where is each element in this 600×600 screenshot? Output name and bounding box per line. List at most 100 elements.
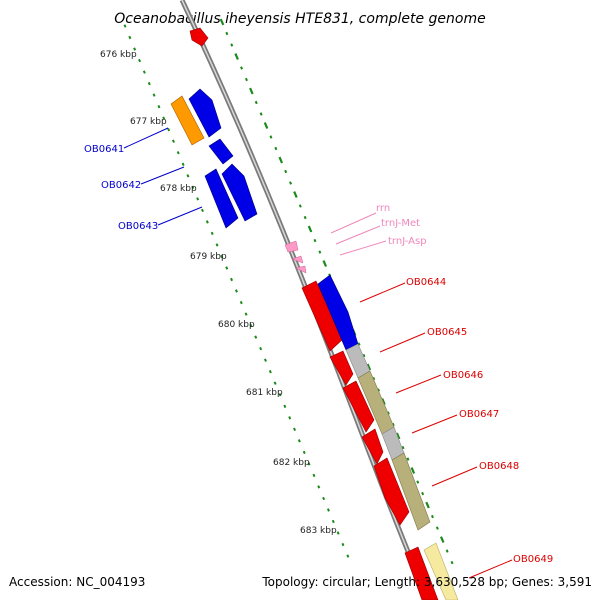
tick-mark (283, 404, 287, 408)
tick-mark (244, 77, 248, 82)
accession-text: Accession: NC_004193 (9, 575, 145, 589)
tick-mark (312, 473, 316, 478)
tick-mark (346, 554, 350, 558)
tick-mark (263, 358, 267, 362)
gene-label-ob0647[interactable]: OB0647 (459, 409, 499, 420)
tick-mark (410, 467, 416, 474)
tick-mark (219, 18, 225, 26)
gene-arrow[interactable] (404, 546, 439, 600)
gene-label-ob0641[interactable]: OB0641 (84, 144, 124, 155)
tick-label: 678 kbp (160, 184, 197, 194)
tick-label: 679 kbp (190, 252, 227, 262)
gene-arrow[interactable] (329, 350, 354, 386)
label-rrn[interactable]: rrn (376, 203, 390, 214)
tick-mark (297, 439, 301, 443)
tick-mark (401, 445, 405, 450)
tick-label: 677 kbp (130, 117, 167, 127)
tick-mark (430, 514, 434, 519)
tick-mark (210, 231, 214, 236)
gene-arrow[interactable] (170, 95, 205, 146)
tick-mark (142, 70, 146, 74)
gene-arrow[interactable] (189, 27, 209, 47)
gene-label-ob0649[interactable]: OB0649 (513, 554, 553, 565)
tick-mark (322, 260, 328, 267)
tick-label: 676 kbp (100, 50, 137, 60)
tick-mark (445, 549, 449, 553)
tick-mark (230, 277, 234, 282)
position-ruler: 676 kbp 677 kbp 678 kbp 679 kbp 680 kbp … (100, 50, 337, 536)
tick-mark (240, 66, 244, 70)
gene-label-ob0643[interactable]: OB0643 (118, 221, 158, 232)
gene-arrow[interactable] (391, 452, 431, 531)
tick-mark (230, 43, 234, 47)
tick-mark (254, 335, 258, 339)
tick-mark (196, 197, 200, 201)
tick-mark (341, 542, 345, 547)
tick-mark (317, 485, 321, 489)
tick-label: 683 kbp (300, 526, 337, 536)
tick-mark (268, 370, 272, 374)
tick-mark (273, 381, 277, 385)
tick-mark (450, 560, 454, 565)
tick-mark (381, 398, 386, 405)
genome-title: Oceanobacillus iheyensis HTE831, complet… (114, 11, 485, 27)
tick-mark (331, 519, 335, 524)
tick-mark (357, 342, 361, 346)
gene-arrow[interactable] (361, 428, 384, 465)
gene-label-ob0644[interactable]: OB0644 (406, 277, 446, 288)
tick-mark (336, 531, 340, 535)
gene-arrow[interactable] (317, 274, 359, 351)
tick-mark (278, 393, 282, 397)
tick-mark (201, 208, 204, 213)
rna-labels: rrn trnJ-Met trnJ-Asp (330, 203, 427, 256)
tick-mark (274, 146, 278, 151)
tick-mark (254, 100, 258, 105)
tick-label: 682 kbp (273, 458, 310, 468)
gene-arrow[interactable] (208, 138, 234, 165)
tick-mark (288, 416, 292, 420)
tick-mark (284, 169, 288, 174)
tick-mark (278, 156, 284, 164)
gene-label-ob0646[interactable]: OB0646 (443, 370, 483, 381)
gene-label-ob0642[interactable]: OB0642 (101, 180, 141, 191)
tick-mark (234, 53, 239, 60)
tick-mark (377, 388, 381, 392)
tick-mark (249, 87, 254, 95)
tick-mark (244, 312, 248, 316)
rna-feature[interactable] (295, 265, 307, 274)
tick-mark (215, 243, 219, 247)
right-gene-labels: OB0644 OB0645 OB0646 OB0647 OB0648 OB064… (359, 277, 553, 579)
tick-mark (318, 250, 322, 254)
tick-mark (162, 116, 166, 120)
tick-mark (138, 58, 142, 63)
tick-mark (128, 35, 132, 40)
tick-mark (293, 191, 298, 198)
gene-arrow[interactable] (342, 380, 375, 433)
topology-text: Topology: circular; Length: 3,630,528 bp… (261, 575, 592, 589)
gene-arrow[interactable] (221, 163, 258, 222)
label-trnj-met[interactable]: trnJ-Met (381, 218, 420, 229)
rna-feature[interactable] (284, 240, 299, 253)
gene-arrow[interactable] (373, 457, 410, 526)
tick-label: 681 kbp (246, 388, 283, 398)
tick-mark (249, 323, 253, 328)
tick-mark (435, 526, 439, 530)
rna-feature[interactable] (291, 255, 304, 264)
left-gene-labels: OB0641 OB0642 OB0643 (84, 127, 203, 232)
tick-mark (406, 457, 410, 461)
tick-mark (362, 353, 366, 358)
tick-mark (220, 254, 224, 259)
tick-mark (239, 300, 243, 305)
gene-arrow[interactable] (423, 542, 459, 600)
tick-mark (176, 151, 180, 155)
gene-arrow[interactable] (188, 88, 222, 138)
gene-label-ob0645[interactable]: OB0645 (427, 327, 467, 338)
label-trnj-asp[interactable]: trnJ-Asp (388, 236, 427, 247)
gene-label-ob0648[interactable]: OB0648 (479, 461, 519, 472)
gene-arrow[interactable] (204, 168, 239, 229)
tick-mark (157, 105, 161, 109)
tick-mark (181, 162, 185, 166)
tick-mark (395, 432, 401, 440)
tick-mark (322, 496, 326, 501)
